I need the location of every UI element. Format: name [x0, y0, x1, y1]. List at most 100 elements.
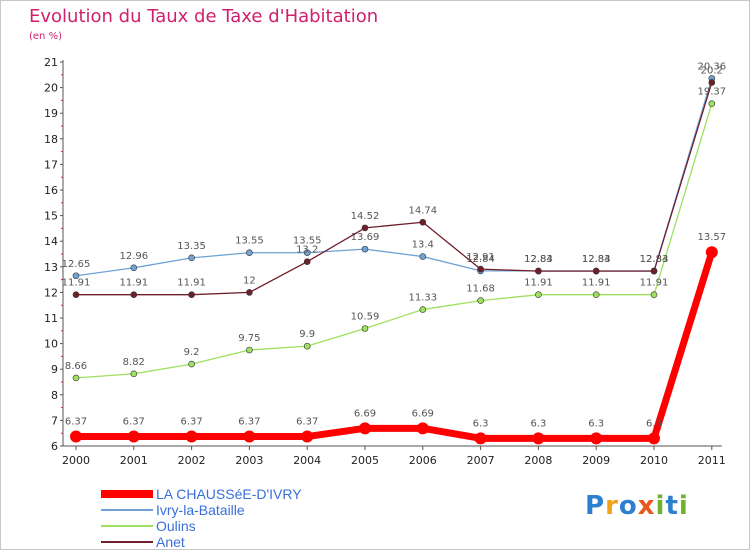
data-point: [592, 291, 600, 299]
data-point: [361, 325, 369, 332]
data-point: [301, 430, 314, 443]
x-tick-label: 2011: [698, 454, 726, 467]
legend-swatch: [101, 490, 153, 498]
y-tick-label: 11: [44, 312, 58, 325]
x-tick-label: 2010: [640, 454, 668, 467]
x-tick-label: 2004: [293, 454, 321, 467]
data-label: 6.37: [65, 417, 87, 428]
y-tick-label: 16: [44, 184, 58, 197]
y-tick-label: 15: [44, 210, 58, 223]
y-tick-label: 8: [51, 389, 58, 402]
data-point: [590, 432, 603, 445]
data-label: 10.59: [351, 311, 380, 322]
data-point: [650, 291, 658, 299]
data-label: 6.3: [530, 418, 546, 429]
y-tick-label: 9: [51, 363, 58, 376]
data-label: 11.91: [119, 278, 148, 289]
x-tick-label: 2000: [62, 454, 90, 467]
data-point: [246, 289, 253, 296]
data-label: 13.57: [697, 232, 726, 243]
data-point: [130, 264, 138, 272]
data-point: [361, 245, 369, 253]
data-point: [592, 267, 600, 275]
data-point: [708, 79, 716, 86]
y-tick-label: 20: [44, 82, 58, 95]
data-label: 13.55: [293, 236, 322, 247]
data-label: 12.83: [640, 254, 669, 265]
y-tick-label: 17: [44, 158, 58, 171]
x-tick-label: 2003: [235, 454, 263, 467]
data-point: [188, 291, 195, 299]
data-label: 11.91: [524, 278, 553, 289]
data-label: 14.52: [351, 211, 380, 222]
logo-letter: o: [618, 491, 638, 521]
logo-letter: P: [585, 491, 606, 521]
x-tick-label: 2009: [582, 454, 610, 467]
data-point: [243, 430, 256, 443]
series-line: [76, 82, 713, 296]
data-label: 12.91: [466, 252, 495, 263]
data-point: [419, 218, 427, 226]
data-label: 12.65: [62, 259, 91, 270]
data-point: [130, 291, 138, 299]
chart-title: Evolution du Taux de Taxe d'Habitation: [29, 6, 379, 27]
data-label: 6.37: [296, 417, 318, 428]
legend-label: Anet: [156, 534, 185, 550]
x-tick-label: 2008: [524, 454, 552, 467]
y-tick-label: 21: [44, 56, 58, 69]
data-point: [705, 246, 718, 259]
data-point: [359, 422, 371, 435]
data-point: [648, 432, 660, 445]
data-label: 6.69: [354, 408, 376, 419]
data-point: [708, 100, 716, 108]
data-label: 9.75: [238, 333, 260, 344]
data-label: 6.37: [180, 417, 202, 428]
data-label: 12.83: [582, 254, 611, 265]
x-tick-label: 2006: [409, 454, 437, 467]
legend-swatch: [101, 541, 153, 543]
data-point: [72, 374, 80, 382]
data-label: 11.91: [640, 278, 669, 289]
y-tick-label: 14: [44, 235, 58, 248]
data-label: 11.68: [466, 284, 495, 295]
data-label: 12: [243, 275, 256, 286]
y-tick-label: 7: [51, 414, 58, 427]
data-point: [303, 258, 311, 265]
data-label: 9.9: [299, 329, 315, 340]
logo-letter: r: [605, 491, 619, 521]
logo-letter: x: [637, 491, 656, 521]
data-point: [650, 267, 658, 275]
data-point: [419, 253, 427, 260]
data-point: [72, 291, 80, 299]
legend-label: Oulins: [156, 518, 196, 534]
data-point: [72, 272, 80, 280]
data-point: [419, 306, 427, 313]
data-label: 6.69: [412, 408, 434, 419]
data-label: 11.91: [582, 278, 611, 289]
data-point: [535, 267, 542, 275]
data-label: 12.84: [582, 254, 611, 265]
data-label: 11.33: [408, 293, 437, 304]
legend-swatch: [101, 509, 153, 511]
data-label: 13.4: [412, 240, 434, 251]
data-label: 12.84: [640, 254, 669, 265]
y-tick-label: 12: [44, 286, 58, 299]
data-point: [70, 430, 82, 443]
data-point: [303, 249, 311, 257]
data-label: 12.83: [524, 254, 553, 265]
data-label: 20.2: [701, 65, 723, 76]
data-point: [246, 249, 253, 257]
logo-letter: i: [678, 491, 689, 521]
data-point: [477, 297, 484, 304]
series-line: [75, 78, 713, 277]
legend-swatch: [101, 525, 153, 527]
data-label: 6.37: [123, 417, 145, 428]
data-label: 12.84: [524, 254, 553, 265]
data-point: [303, 342, 311, 350]
y-tick-label: 18: [44, 133, 58, 146]
series-line: [75, 103, 713, 379]
data-point: [188, 360, 195, 368]
data-label: 13.55: [235, 236, 264, 247]
